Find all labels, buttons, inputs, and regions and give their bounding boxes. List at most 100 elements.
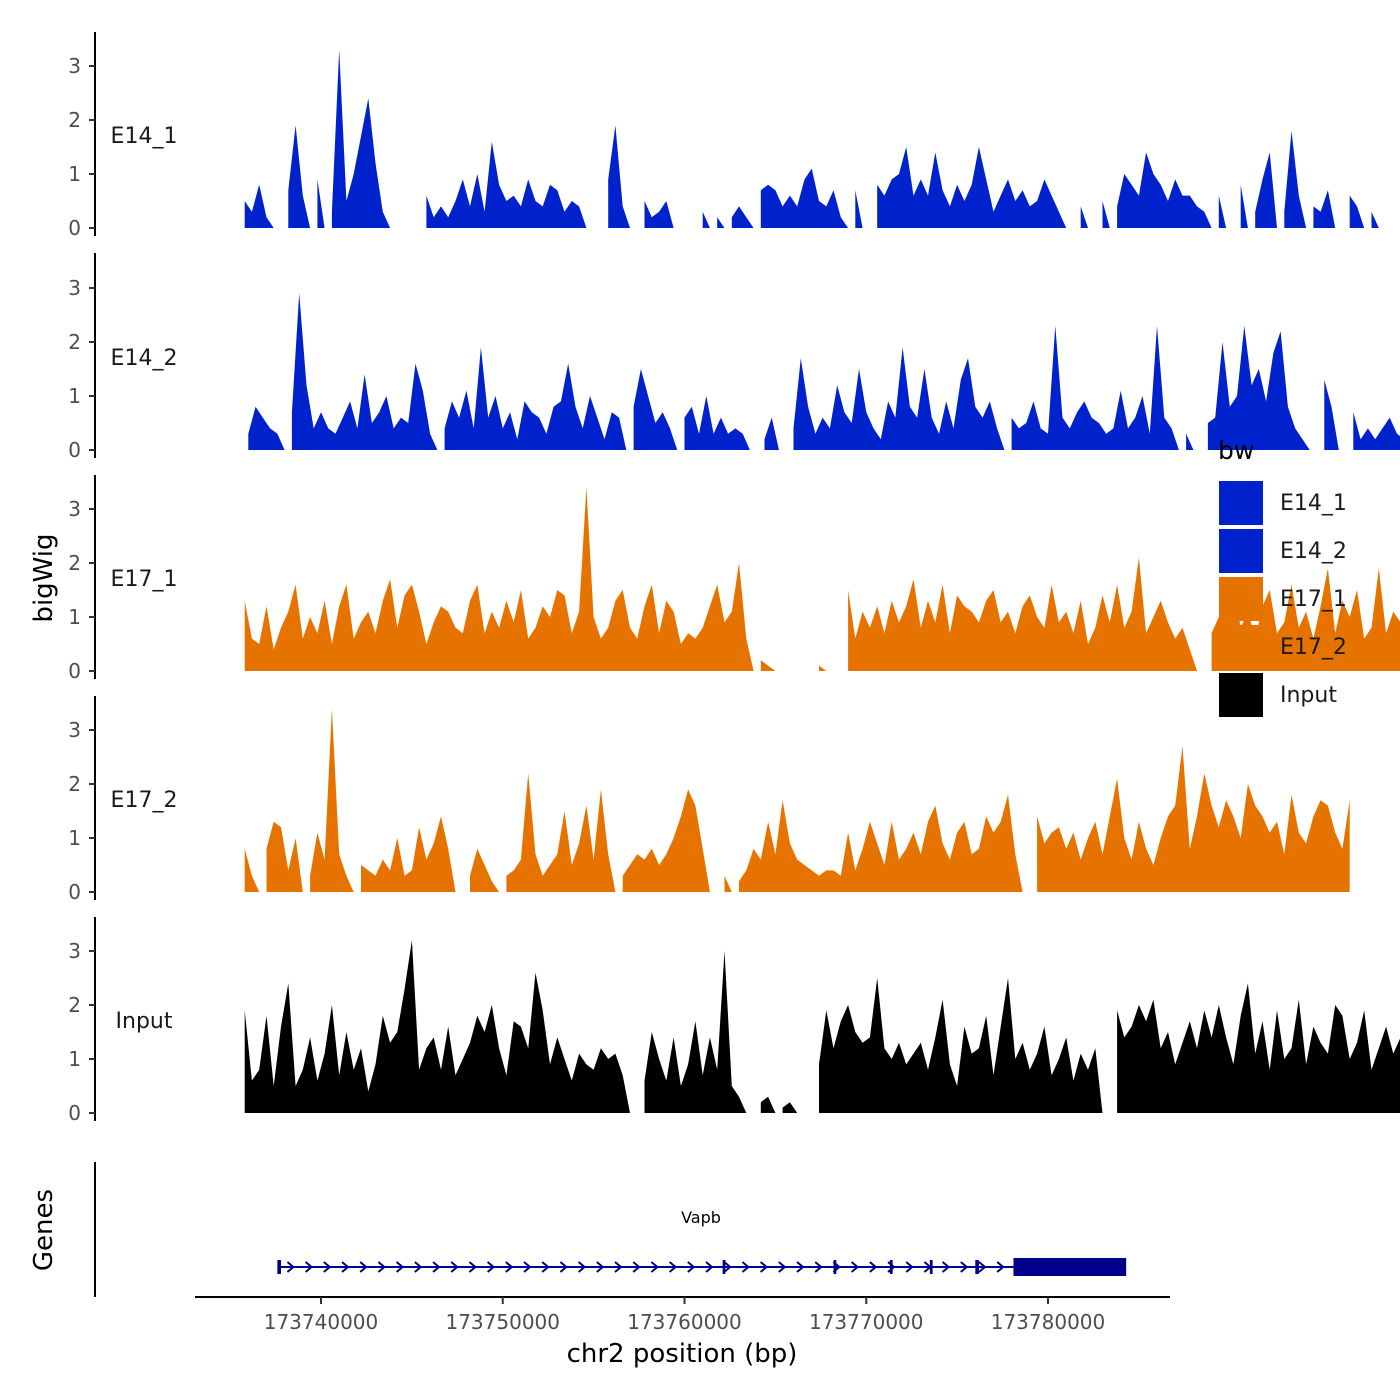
y-tick-label: 1 bbox=[68, 384, 81, 408]
coverage-area-e14-1 bbox=[244, 49, 1379, 228]
y-tick-label: 2 bbox=[68, 772, 81, 796]
strand-arrow bbox=[523, 1261, 532, 1273]
track-e14-2: 0 1 2 3 E14_2 bbox=[68, 253, 1400, 462]
legend: bw E14_1 E14_2 E17_1 E17_2 Input bbox=[1218, 436, 1347, 717]
legend-swatch bbox=[1219, 529, 1263, 573]
strand-arrow bbox=[960, 1261, 969, 1273]
strand-arrow bbox=[468, 1261, 477, 1273]
track-label: Input bbox=[116, 1009, 173, 1034]
strand-arrow bbox=[869, 1261, 878, 1273]
strand-arrow bbox=[668, 1261, 678, 1273]
strand-arrow bbox=[759, 1261, 769, 1273]
gene-exon bbox=[975, 1260, 979, 1274]
y-tick-label: 2 bbox=[68, 993, 81, 1017]
y-tick-label: 3 bbox=[68, 939, 81, 963]
coverage-area-e17-2 bbox=[244, 708, 1350, 892]
strand-arrow bbox=[796, 1261, 805, 1273]
y-axis-title: bigWig bbox=[29, 533, 59, 622]
track-label: E17_1 bbox=[111, 567, 178, 592]
y-tick-label: 1 bbox=[68, 605, 81, 629]
gene-exon bbox=[277, 1260, 282, 1274]
y-tick-label: 3 bbox=[68, 276, 81, 300]
y-tick-label: 1 bbox=[68, 1047, 81, 1071]
y-tick-label: 1 bbox=[68, 162, 81, 186]
strand-arrow bbox=[996, 1261, 1005, 1273]
strand-arrow bbox=[905, 1261, 914, 1273]
y-tick-label: 0 bbox=[68, 659, 81, 683]
strand-arrow bbox=[687, 1261, 696, 1273]
strand-arrow bbox=[741, 1261, 750, 1273]
coverage-area-e14-2 bbox=[248, 293, 1400, 450]
strand-arrow bbox=[778, 1261, 787, 1273]
strand-arrow bbox=[614, 1261, 623, 1273]
track-e17-2: 0 1 2 3 E17_2 bbox=[68, 696, 1350, 904]
legend-label: E14_2 bbox=[1280, 539, 1347, 564]
y-tick-label: 2 bbox=[68, 330, 81, 354]
y-tick-label: 0 bbox=[68, 1101, 81, 1125]
gene-exon bbox=[889, 1260, 893, 1274]
strand-arrow bbox=[286, 1261, 295, 1273]
legend-swatch bbox=[1219, 673, 1263, 717]
strand-arrow bbox=[486, 1261, 496, 1273]
strand-arrow bbox=[505, 1261, 514, 1273]
x-axis-ticks: 173740000 173750000 173760000 173770000 1737… bbox=[264, 1297, 1106, 1334]
legend-title: bw bbox=[1218, 436, 1254, 465]
legend-label: E17_1 bbox=[1280, 587, 1347, 612]
strand-arrow bbox=[414, 1261, 423, 1273]
gene-exon-utr bbox=[1013, 1258, 1127, 1276]
strand-arrow bbox=[559, 1261, 568, 1273]
x-tick-label: 173740000 bbox=[264, 1310, 379, 1334]
strand-arrow bbox=[596, 1261, 605, 1273]
legend-swatch bbox=[1219, 481, 1263, 525]
strand-arrow bbox=[978, 1261, 987, 1273]
y-tick-label: 1 bbox=[68, 826, 81, 850]
strand-arrow bbox=[377, 1261, 386, 1273]
strand-arrow bbox=[432, 1261, 441, 1273]
gene-model-vapb bbox=[277, 1258, 1127, 1276]
gene-track-label: Genes bbox=[29, 1189, 59, 1271]
gene-track: Genes Vapb bbox=[29, 1162, 1127, 1297]
legend-label: E17_2 bbox=[1280, 635, 1347, 660]
strand-arrow bbox=[850, 1261, 860, 1273]
track-label: E14_2 bbox=[111, 346, 178, 371]
strand-arrow bbox=[577, 1261, 587, 1273]
track-e14-1: 0 1 2 3 E14_1 bbox=[68, 32, 1379, 240]
strand-arrow bbox=[650, 1261, 659, 1273]
legend-label: Input bbox=[1280, 683, 1337, 708]
y-tick-label: 2 bbox=[68, 551, 81, 575]
track-label: E17_2 bbox=[111, 788, 178, 813]
gene-name-label: Vapb bbox=[681, 1208, 721, 1227]
x-axis: 173740000 173750000 173760000 173770000 1737… bbox=[195, 1296, 1170, 1369]
gene-exon bbox=[722, 1260, 726, 1274]
strand-arrow bbox=[541, 1261, 550, 1273]
strand-arrow bbox=[450, 1261, 459, 1273]
y-tick-label: 0 bbox=[68, 438, 81, 462]
x-tick-label: 173750000 bbox=[445, 1310, 560, 1334]
x-tick-label: 173780000 bbox=[991, 1310, 1106, 1334]
x-axis-title: chr2 position (bp) bbox=[567, 1339, 798, 1369]
gene-exon bbox=[929, 1260, 933, 1274]
strand-arrow bbox=[323, 1261, 332, 1273]
track-e17-1: 0 1 2 3 E17_1 bbox=[68, 475, 1400, 683]
strand-arrow bbox=[632, 1261, 641, 1273]
track-input: 0 1 2 3 Input bbox=[68, 917, 1400, 1125]
strand-arrow bbox=[359, 1261, 368, 1273]
x-tick-label: 173760000 bbox=[627, 1310, 742, 1334]
strand-arrow bbox=[304, 1261, 314, 1273]
strand-arrow bbox=[705, 1261, 714, 1273]
y-tick-label: 3 bbox=[68, 718, 81, 742]
legend-swatch bbox=[1219, 577, 1263, 621]
legend-items: E14_1 E14_2 E17_1 E17_2 Input bbox=[1219, 481, 1347, 717]
strand-arrow bbox=[341, 1261, 350, 1273]
strand-arrow bbox=[723, 1261, 732, 1273]
y-tick-label: 2 bbox=[68, 108, 81, 132]
strand-arrow bbox=[395, 1261, 405, 1273]
coverage-area-input bbox=[244, 940, 1400, 1113]
x-tick-label: 173770000 bbox=[809, 1310, 924, 1334]
coverage-tracks: 0 1 2 3 E14_1 0 1 2 3 E14_2 0 1 2 3 E17_1 0 1 2 3 E17_2 0 1 2 3… bbox=[68, 32, 1400, 1125]
strand-arrow bbox=[814, 1261, 823, 1273]
coverage-area-e17-1 bbox=[244, 487, 1400, 671]
track-label: E14_1 bbox=[111, 124, 178, 149]
